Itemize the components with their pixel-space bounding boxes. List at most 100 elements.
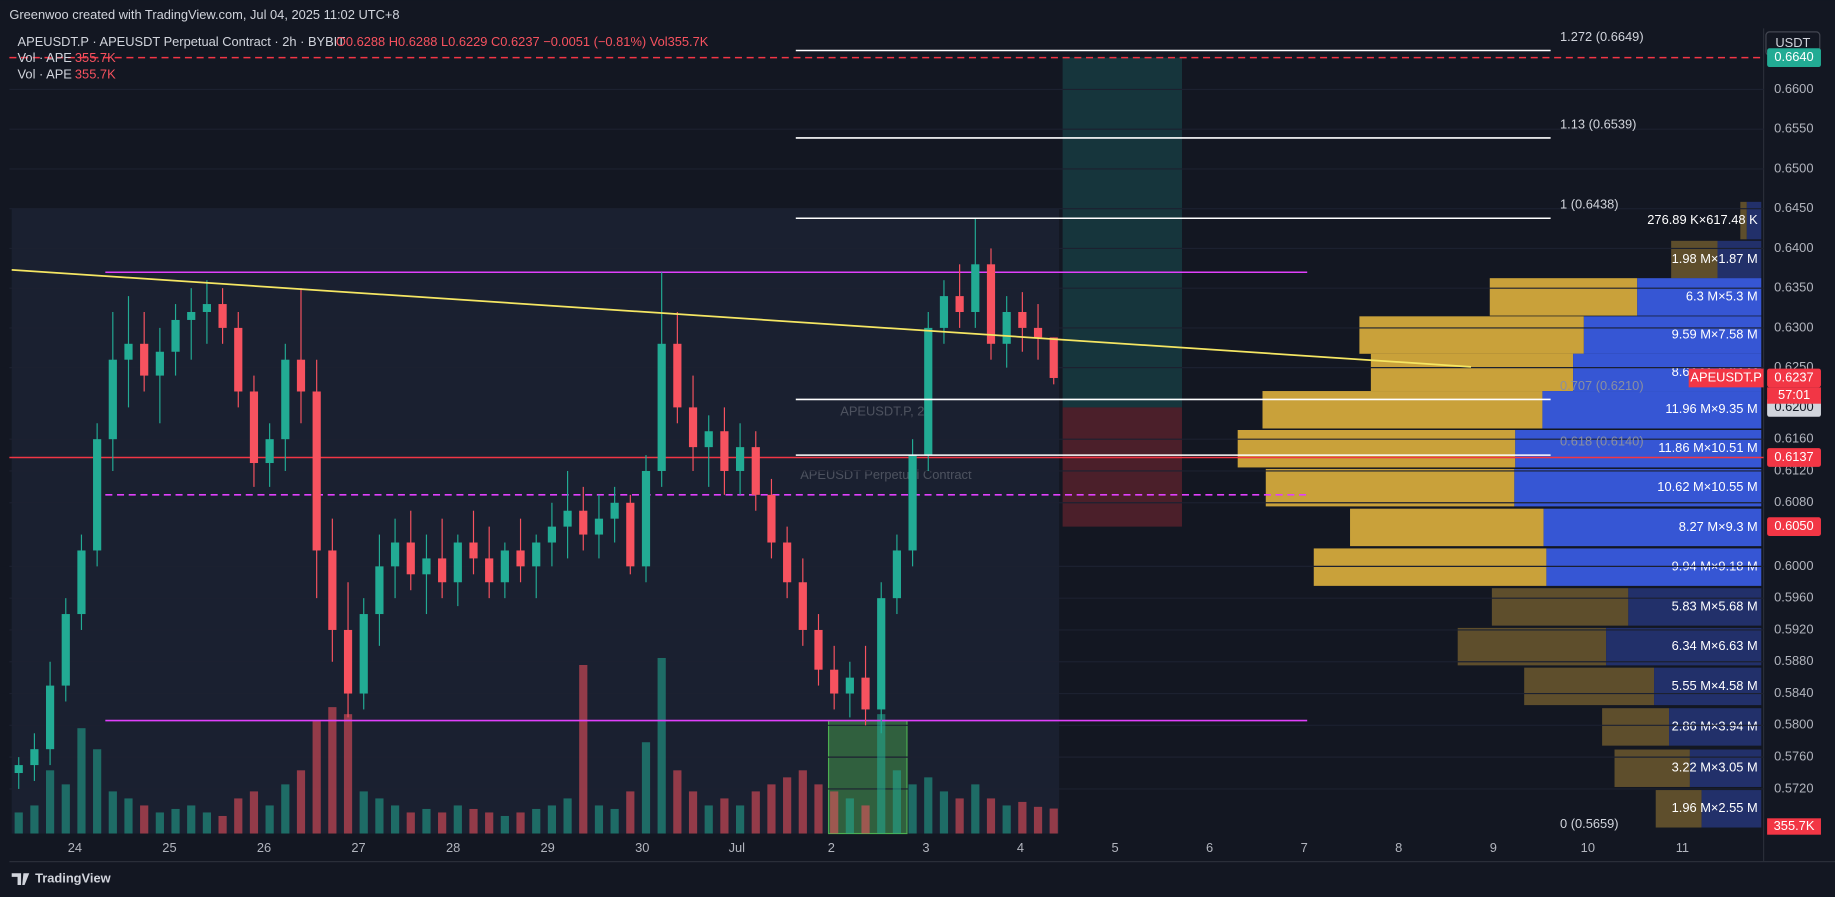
candle-body <box>14 765 23 774</box>
candle-body <box>328 550 337 630</box>
x-tick-label: 8 <box>1395 840 1402 855</box>
candle-body <box>579 510 588 535</box>
volume-bar <box>500 815 509 834</box>
candle-body <box>939 296 949 328</box>
candle-body <box>986 264 996 344</box>
position-target <box>1062 57 1182 408</box>
brand-logo <box>11 873 30 886</box>
volume-bar <box>579 665 588 834</box>
y-tick-label: 0.6000 <box>1774 558 1813 573</box>
candle-body <box>390 542 400 567</box>
y-tick-label: 0.5920 <box>1774 621 1813 636</box>
candle-body <box>124 343 133 360</box>
volume-bar <box>296 770 306 834</box>
fib-label: 0.707 (0.6210) <box>1560 378 1644 393</box>
candle-body <box>908 455 917 551</box>
volume-bar <box>218 815 227 834</box>
profile-label: 11.86 M×10.51 M <box>1658 440 1757 455</box>
candle-body <box>673 343 682 408</box>
x-tick-label: 30 <box>635 840 649 855</box>
profile-buy <box>1524 667 1655 706</box>
profile-sell <box>1583 316 1762 354</box>
volume-bar <box>986 798 996 834</box>
candle-body <box>155 351 164 376</box>
volume-bar <box>641 742 651 834</box>
candle-body <box>532 542 541 567</box>
profile-buy <box>1265 468 1515 507</box>
candle-body <box>234 327 243 392</box>
profile-buy <box>1489 278 1638 316</box>
profile-buy <box>1614 749 1690 787</box>
y-tick-label: 0.6550 <box>1774 121 1813 136</box>
profile-sell <box>1515 429 1762 468</box>
candle-body <box>735 447 745 471</box>
candle-body <box>438 558 447 583</box>
profile-label: 9.59 M×7.58 M <box>1672 326 1758 341</box>
y-tick-label: 0.6500 <box>1774 160 1813 175</box>
x-tick-label: 26 <box>257 840 271 855</box>
y-tick-label: 0.6160 <box>1774 431 1813 446</box>
y-tick-label: 0.6080 <box>1774 494 1813 509</box>
candle-body <box>814 629 823 670</box>
candle-body <box>955 296 964 313</box>
candle-body <box>1049 337 1058 378</box>
x-tick-label: 29 <box>541 840 555 855</box>
candle-body <box>767 494 776 543</box>
volume-bar <box>783 777 792 834</box>
x-tick-label: 9 <box>1490 840 1497 855</box>
profile-buy <box>1237 429 1516 468</box>
fib-label: 1.272 (0.6649) <box>1560 29 1644 44</box>
x-tick-label: 3 <box>922 840 929 855</box>
trendline <box>11 268 1472 368</box>
x-tick-label: 4 <box>1017 840 1024 855</box>
volume-bar <box>735 805 745 834</box>
candle-body <box>892 550 901 599</box>
profile-buy <box>1602 708 1670 746</box>
fib-label: 0.618 (0.6140) <box>1560 434 1644 449</box>
candle-body <box>406 542 415 575</box>
volume-bar <box>202 812 212 834</box>
candle-body <box>312 391 321 551</box>
y-tick-label: 0.5880 <box>1774 653 1813 668</box>
candle-body <box>218 304 227 328</box>
price-label-box <box>1767 368 1821 388</box>
profile-label: 5.83 M×5.68 M <box>1672 598 1758 613</box>
volume-bar <box>265 805 274 834</box>
candle-body <box>469 542 478 559</box>
volume-bar <box>14 812 23 834</box>
profile-sell <box>1701 790 1762 828</box>
volume-bar <box>751 791 760 834</box>
profile-label: 8.27 M×9.3 M <box>1679 519 1758 534</box>
volume-bar <box>830 791 839 834</box>
candle-body <box>783 542 792 583</box>
candle-body <box>375 566 384 615</box>
candle-body <box>516 550 525 567</box>
volume-bar <box>767 784 776 834</box>
candle-body <box>359 614 368 694</box>
watermark-subtitle: APEUSDT Perpetual Contract <box>800 467 972 482</box>
volume-bar <box>140 805 149 834</box>
countdown: 57:01 <box>1778 387 1810 402</box>
volume-bar <box>61 784 70 834</box>
volume-bar <box>594 805 604 834</box>
countdown-box <box>1767 387 1821 404</box>
profile-buy <box>1491 588 1629 626</box>
x-tick-label: 28 <box>446 840 460 855</box>
volume-bar <box>688 791 698 834</box>
x-tick-label: Jul <box>729 840 745 855</box>
volume-bar <box>814 784 823 834</box>
volume-bar <box>610 808 619 834</box>
currency[interactable]: USDT <box>1775 35 1810 50</box>
price-label: 0.6137 <box>1774 449 1813 464</box>
legend-volume-value: 355.7K <box>75 67 116 82</box>
volume-bar <box>453 805 462 834</box>
candle-body <box>1018 312 1027 328</box>
x-tick-label: 6 <box>1206 840 1213 855</box>
symbol-tag-label: APEUSDT.P <box>1690 369 1761 384</box>
candle-body <box>798 582 807 630</box>
volume-bar <box>93 749 102 834</box>
volume-bar <box>955 798 964 834</box>
price-label-box <box>1767 517 1821 536</box>
candle-body <box>485 558 494 583</box>
